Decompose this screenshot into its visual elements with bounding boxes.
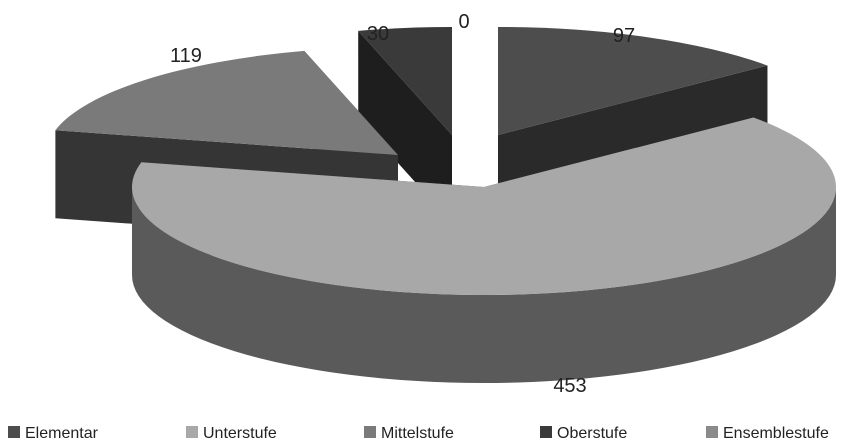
legend-item-elementar: Elementar [8,425,99,442]
slice-top-elementar [498,27,768,135]
pie-slices [55,27,837,383]
legend-label: Mittelstufe [381,425,454,442]
slice-top-oberstufe [358,27,452,135]
data-label-ensemblestufe: 0 [458,11,469,33]
data-label-mittelstufe: 119 [170,45,202,67]
legend-swatch [8,426,20,438]
slice-unterstufe [131,117,837,383]
data-label-unterstufe: 453 [553,375,586,397]
legend-label: Ensemblestufe [723,425,829,442]
data-label-elementar: 97 [613,25,635,47]
legend-item-oberstufe: Oberstufe [540,425,627,442]
legend-label: Oberstufe [557,425,627,442]
slice-oberstufe [358,27,452,223]
legend-swatch [364,426,376,438]
legend-item-unterstufe: Unterstufe [186,425,277,442]
legend: Elementar Unterstufe Mittelstufe Oberstufe E… [8,425,829,442]
legend-swatch [706,426,718,438]
data-label-oberstufe: 30 [367,23,389,45]
legend-item-ensemblestufe: Ensemblestufe [706,425,829,442]
slice-wall-0 [358,30,452,223]
slice-rim-0 [132,187,836,383]
legend-label: Unterstufe [203,425,277,442]
slice-top-mittelstufe [55,50,399,155]
legend-label: Elementar [25,425,99,442]
legend-swatch [540,426,552,438]
data-labels: 97 453 119 30 0 [170,11,635,397]
slice-top-unterstufe [131,117,837,295]
legend-swatch [186,426,198,438]
legend-item-mittelstufe: Mittelstufe [364,425,454,442]
